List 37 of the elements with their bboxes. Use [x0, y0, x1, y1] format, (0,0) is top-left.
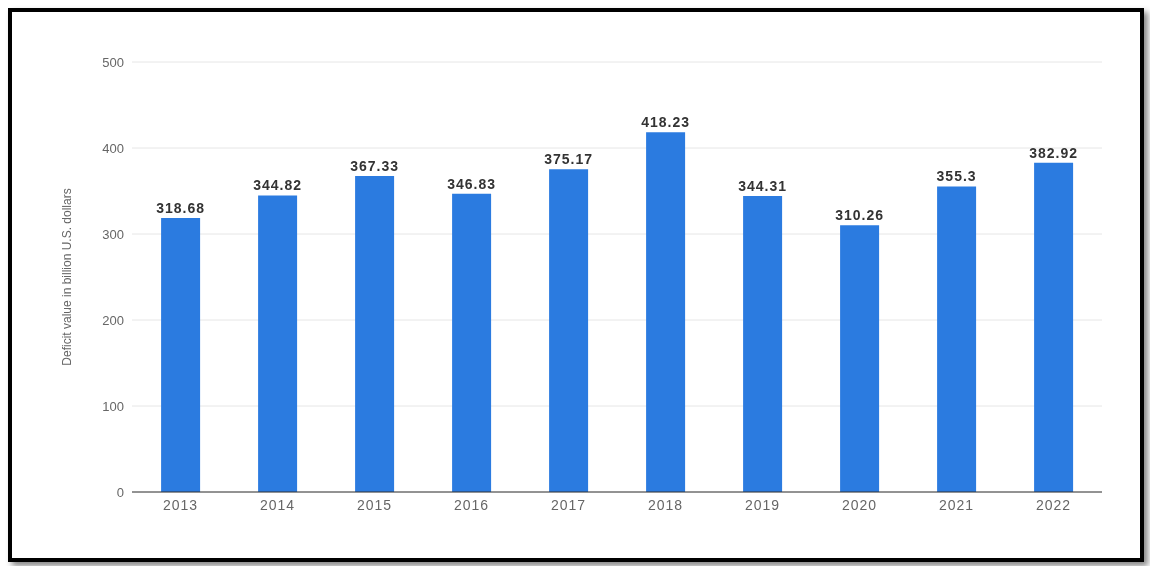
- bar: [743, 195, 783, 492]
- data-label: 344.82: [253, 177, 303, 194]
- x-tick-label: 2021: [938, 496, 975, 513]
- bar: [937, 186, 977, 492]
- x-tick-label: 2019: [744, 496, 781, 513]
- bar: [646, 132, 686, 492]
- x-tick-label: 2017: [550, 496, 587, 513]
- y-axis-title: Deficit value in billion U.S. dollars: [60, 188, 75, 366]
- bar: [355, 176, 395, 492]
- data-label: 382.92: [1029, 144, 1079, 161]
- data-label: 310.26: [835, 207, 885, 224]
- y-tick-label: 400: [102, 140, 124, 156]
- x-tick-label: 2020: [841, 496, 878, 513]
- x-tick-label: 2022: [1035, 496, 1072, 513]
- x-tick-label: 2018: [647, 496, 684, 513]
- bar: [1034, 162, 1074, 492]
- bar: [258, 195, 298, 492]
- data-label: 344.31: [738, 177, 788, 194]
- data-label: 318.68: [156, 199, 206, 216]
- y-tick-label: 200: [102, 312, 124, 328]
- y-tick-label: 300: [102, 226, 124, 242]
- y-tick-label: 500: [102, 54, 124, 70]
- x-tick-label: 2015: [356, 496, 393, 513]
- bar: [549, 169, 589, 492]
- bar: [840, 225, 880, 492]
- data-label: 346.83: [447, 175, 497, 192]
- data-label: 418.23: [641, 114, 691, 131]
- bar: [452, 193, 492, 492]
- y-tick-label: 0: [116, 484, 124, 500]
- data-label: 367.33: [350, 158, 400, 175]
- x-tick-label: 2014: [259, 496, 296, 513]
- bar: [161, 217, 201, 492]
- data-label: 375.17: [544, 151, 594, 168]
- data-label: 355.3: [936, 168, 977, 185]
- y-tick-label: 100: [102, 398, 124, 414]
- x-tick-label: 2016: [453, 496, 490, 513]
- x-tick-label: 2013: [162, 496, 199, 513]
